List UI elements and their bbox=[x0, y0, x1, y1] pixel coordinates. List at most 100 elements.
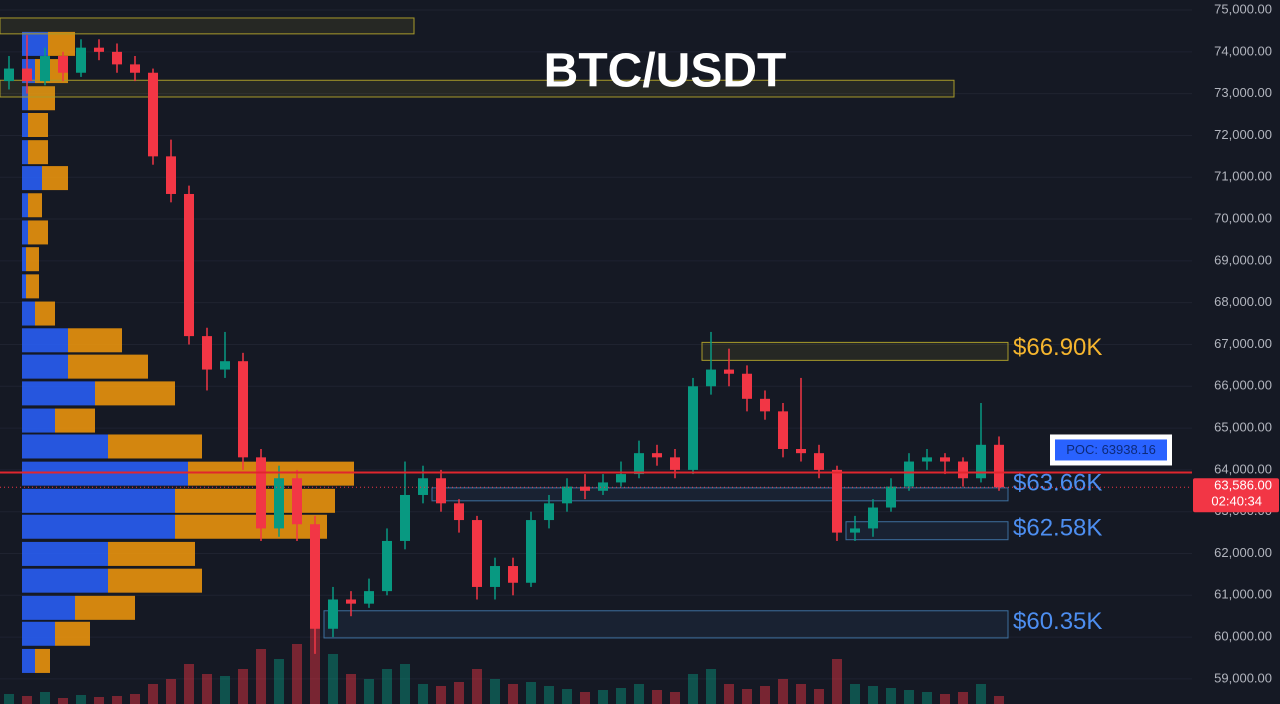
volume-bar bbox=[688, 674, 698, 704]
y-tick-label: 61,000.00 bbox=[1214, 587, 1272, 602]
candle-body bbox=[166, 156, 176, 194]
profile-buy bbox=[22, 514, 175, 539]
candle-body bbox=[580, 486, 590, 491]
candle-body bbox=[868, 507, 878, 529]
candle-body bbox=[544, 503, 554, 521]
volume-bar bbox=[292, 644, 302, 704]
candle-body bbox=[616, 474, 626, 483]
volume-bar bbox=[418, 684, 428, 704]
profile-buy bbox=[22, 112, 28, 137]
profile-sell bbox=[175, 488, 335, 513]
volume-bar bbox=[148, 684, 158, 704]
y-tick-label: 59,000.00 bbox=[1214, 670, 1272, 685]
chart-title: BTC/USDT bbox=[544, 45, 787, 98]
volume-bar bbox=[256, 649, 266, 704]
candle-body bbox=[4, 68, 14, 82]
candle-body bbox=[112, 51, 122, 65]
profile-sell bbox=[28, 193, 42, 218]
zone bbox=[0, 17, 415, 35]
candle-body bbox=[202, 336, 212, 370]
zone bbox=[701, 341, 1009, 361]
profile-sell bbox=[175, 514, 327, 539]
zone bbox=[323, 610, 1009, 639]
candle-body bbox=[778, 411, 788, 449]
profile-sell bbox=[95, 381, 175, 406]
candle-body bbox=[958, 461, 968, 479]
candle-body bbox=[490, 566, 500, 587]
candle-body bbox=[454, 503, 464, 521]
volume-bar bbox=[382, 669, 392, 704]
profile-buy bbox=[22, 220, 28, 245]
candle-body bbox=[58, 56, 68, 73]
profile-sell bbox=[75, 595, 135, 620]
volume-bar bbox=[490, 679, 500, 704]
profile-buy bbox=[22, 381, 95, 406]
candle-body bbox=[94, 47, 104, 52]
candle-body bbox=[76, 47, 86, 73]
y-tick-label: 64,000.00 bbox=[1214, 461, 1272, 476]
candle-body bbox=[310, 524, 320, 629]
y-tick-label: 73,000.00 bbox=[1214, 85, 1272, 100]
profile-buy bbox=[22, 648, 35, 673]
profile-sell bbox=[35, 301, 55, 326]
profile-buy bbox=[22, 193, 28, 218]
volume-bar bbox=[130, 694, 140, 704]
volume-bar bbox=[346, 674, 356, 704]
price-tag bbox=[1193, 478, 1279, 513]
volume-bar bbox=[724, 684, 734, 704]
zone-label: $60.35K bbox=[1013, 608, 1102, 635]
candle-body bbox=[562, 486, 572, 504]
profile-buy bbox=[22, 541, 108, 566]
volume-bar bbox=[652, 690, 662, 704]
volume-bar bbox=[4, 694, 14, 704]
profile-buy bbox=[22, 621, 55, 646]
profile-buy bbox=[22, 166, 42, 191]
profile-buy bbox=[22, 247, 26, 272]
volume-bar bbox=[760, 686, 770, 704]
volume-bar bbox=[706, 669, 716, 704]
profile-sell bbox=[42, 166, 68, 191]
profile-buy bbox=[22, 140, 28, 165]
candle-body bbox=[994, 444, 1004, 488]
candle-body bbox=[418, 478, 428, 495]
volume-bar bbox=[868, 686, 878, 704]
candle-body bbox=[148, 72, 158, 157]
zone-label: $66.90K bbox=[1013, 334, 1102, 361]
y-tick-label: 62,000.00 bbox=[1214, 545, 1272, 560]
volume-bar bbox=[166, 679, 176, 704]
volume-bar bbox=[922, 692, 932, 704]
volume-bar bbox=[778, 679, 788, 704]
volume-bar bbox=[364, 679, 374, 704]
volume-bar bbox=[94, 697, 104, 704]
volume-bar bbox=[310, 624, 320, 704]
profile-buy bbox=[22, 568, 108, 593]
candle-body bbox=[256, 457, 266, 529]
poc-box-inner bbox=[1055, 439, 1167, 461]
y-tick-label: 74,000.00 bbox=[1214, 43, 1272, 58]
volume-bar bbox=[904, 690, 914, 704]
candle-body bbox=[850, 528, 860, 533]
price-label: 63,586.00 bbox=[1214, 478, 1272, 493]
candle-body bbox=[904, 461, 914, 487]
candle-body bbox=[436, 478, 446, 504]
profile-buy bbox=[22, 461, 188, 486]
profile-sell bbox=[28, 112, 48, 137]
volume-bar bbox=[436, 686, 446, 704]
volume-bar bbox=[508, 684, 518, 704]
zone bbox=[431, 487, 1009, 502]
profile-sell bbox=[188, 461, 354, 486]
profile-sell bbox=[55, 621, 90, 646]
volume-bar bbox=[220, 676, 230, 704]
volume-bar bbox=[832, 659, 842, 704]
profile-buy bbox=[22, 86, 28, 111]
candle-body bbox=[184, 193, 194, 337]
volume-bar bbox=[472, 669, 482, 704]
candle-body bbox=[814, 453, 824, 470]
candle-body bbox=[652, 453, 662, 458]
volume-bar bbox=[544, 686, 554, 704]
volume-bar bbox=[580, 692, 590, 704]
y-tick-label: 71,000.00 bbox=[1214, 169, 1272, 184]
y-tick-label: 69,000.00 bbox=[1214, 252, 1272, 267]
volume-bar bbox=[202, 674, 212, 704]
